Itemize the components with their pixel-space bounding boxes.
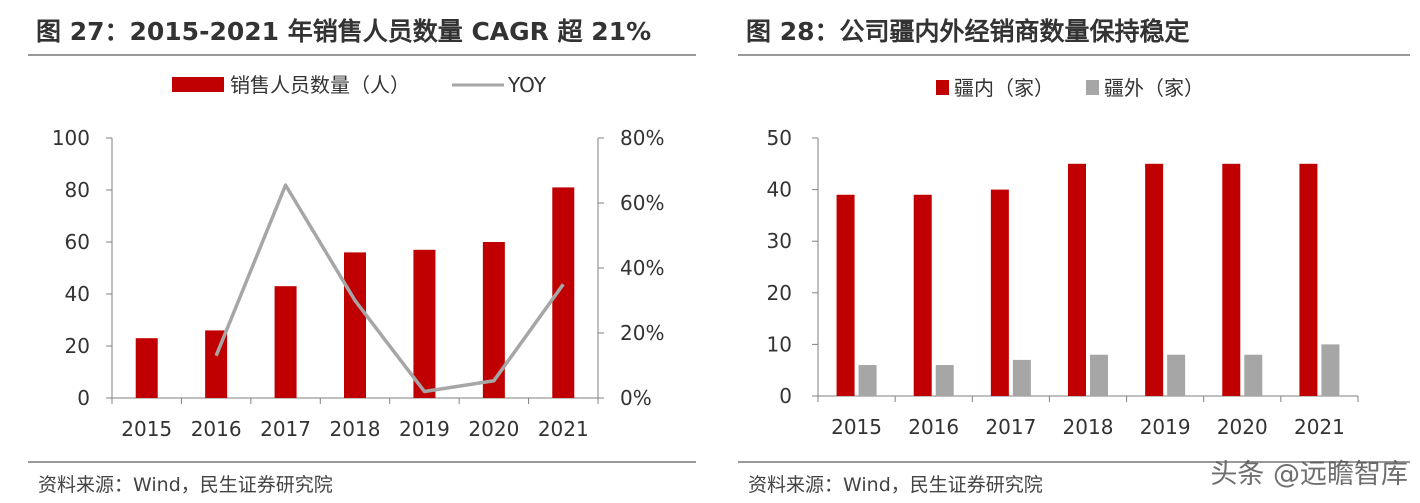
legend-swatch-sales-staff (172, 77, 224, 92)
x-tick-label: 2015 (121, 417, 172, 441)
x-tick-label: 2019 (399, 417, 450, 441)
left-y-tick-label: 40 (65, 282, 90, 306)
bar-domestic-2020 (1222, 163, 1241, 396)
left-y-tick-label: 60 (65, 230, 90, 254)
legend-swatch-outside (1086, 80, 1099, 95)
right-chart: 疆内（家） 疆外（家） 0 10 20 30 40 50 2015 2016 2017 2018 201… (767, 76, 1359, 439)
y-tick-label: 20 (767, 281, 792, 305)
bar-domestic-2018 (1068, 163, 1086, 396)
left-source-text: 资料来源：Wind，民生证券研究院 (38, 474, 333, 496)
left-chart: 销售人员数量（人） YOY 0 20 40 60 80 100 0% 20% 40% 60% 80% 20… (52, 73, 665, 441)
x-tick-label: 2016 (191, 417, 242, 441)
left-y-tick-label: 20 (65, 334, 90, 358)
x-tick-label: 2015 (831, 415, 882, 439)
x-tick-label: 2020 (1217, 415, 1268, 439)
y-tick-label: 0 (779, 384, 792, 408)
watermark-text: 头条 @远瞻智库 (1210, 459, 1408, 490)
x-tick-label: 2019 (1140, 415, 1191, 439)
left-y-tick-label: 0 (77, 386, 90, 410)
bar-sales-staff-2021 (552, 187, 575, 398)
x-tick-label: 2021 (538, 417, 589, 441)
right-y-tick-label: 0% (620, 386, 652, 410)
left-chart-title: 图 27：2015-2021 年销售人员数量 CAGR 超 21% (28, 8, 696, 56)
legend-label-sales-staff: 销售人员数量（人） (230, 73, 410, 97)
bar-outside-2020 (1244, 354, 1263, 396)
left-y-tick-label: 80 (65, 178, 90, 202)
bar-domestic-2021 (1299, 163, 1318, 396)
right-chart-title: 图 28：公司疆内外经销商数量保持稳定 (738, 8, 1410, 56)
y-tick-label: 50 (767, 126, 792, 150)
bar-sales-staff-2017 (274, 286, 297, 398)
x-tick-label: 2021 (1294, 415, 1345, 439)
legend-label-domestic: 疆内（家） (954, 76, 1054, 100)
left-y-tick-label: 100 (52, 126, 90, 150)
bar-sales-staff-2016 (205, 330, 228, 398)
bar-outside-2021 (1321, 344, 1340, 396)
x-tick-label: 2018 (1063, 415, 1114, 439)
left-chart-panel: 图 27：2015-2021 年销售人员数量 CAGR 超 21% 销售人员数量… (28, 8, 696, 496)
bar-sales-staff-2018 (344, 252, 366, 398)
yoy-line (214, 183, 565, 394)
left-source-divider (28, 461, 696, 463)
bar-outside-2016 (935, 365, 954, 396)
bar-outside-2015 (858, 365, 877, 396)
bar-outside-2017 (1012, 359, 1031, 396)
x-tick-label: 2017 (985, 415, 1036, 439)
bar-outside-2019 (1167, 354, 1186, 396)
x-tick-label: 2017 (260, 417, 311, 441)
bar-sales-staff-2019 (413, 249, 436, 398)
legend-swatch-domestic (936, 80, 949, 95)
y-tick-label: 30 (767, 229, 792, 253)
bar-domestic-2017 (990, 189, 1009, 396)
legend-label-outside: 疆外（家） (1104, 76, 1204, 100)
y-tick-label: 40 (767, 178, 792, 202)
x-tick-label: 2016 (908, 415, 959, 439)
bar-sales-staff-2020 (482, 242, 505, 398)
y-tick-label: 10 (767, 332, 792, 356)
right-y-tick-label: 80% (620, 126, 664, 150)
right-chart-panel: 图 28：公司疆内外经销商数量保持稳定 疆内（家） 疆外（家） 0 10 20 30 40 5… (710, 0, 1420, 503)
right-source-divider (738, 461, 1410, 463)
bar-domestic-2019 (1145, 163, 1164, 396)
right-y-tick-label: 40% (620, 256, 664, 280)
right-y-tick-label: 60% (620, 191, 664, 215)
right-source-text: 资料来源：Wind，民生证券研究院 (748, 474, 1043, 496)
bar-sales-staff-2015 (135, 338, 158, 398)
bar-outside-2018 (1090, 354, 1108, 396)
bar-domestic-2015 (836, 194, 855, 396)
x-tick-label: 2018 (330, 417, 381, 441)
right-y-tick-label: 20% (620, 321, 664, 345)
legend-label-yoy: YOY (507, 73, 547, 97)
bar-domestic-2016 (913, 194, 932, 396)
x-tick-label: 2020 (468, 417, 519, 441)
